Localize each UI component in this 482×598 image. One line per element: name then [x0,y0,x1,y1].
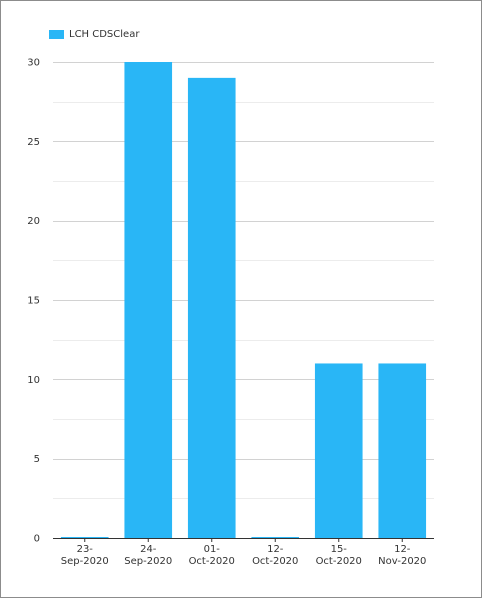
x-tick-label: 01- [204,544,221,555]
x-tick-label: Oct-2020 [189,556,235,567]
y-tick-label: 30 [27,58,40,69]
x-tick-label: 24- [140,544,157,555]
x-tick-label: Sep-2020 [124,556,172,567]
y-tick-label: 25 [27,137,40,148]
legend-label: LCH CDSClear [69,29,140,40]
bar [378,363,427,538]
y-tick-label: 10 [27,375,40,386]
y-tick-label: 5 [34,454,40,465]
x-tick-label: Sep-2020 [61,556,109,567]
y-tick-label: 15 [27,296,40,307]
x-tick-label: Oct-2020 [316,556,362,567]
x-tick-label: 12- [394,544,411,555]
bar [60,537,109,538]
bar [187,77,236,538]
legend[interactable]: LCH CDSClear [49,29,139,40]
bar [314,363,363,538]
bar [124,62,173,538]
x-tick-label: Nov-2020 [378,556,426,567]
bar [251,537,300,538]
x-tick-label: Oct-2020 [252,556,298,567]
x-tick-label: 12- [267,544,284,555]
y-tick-label: 20 [27,216,40,227]
x-tick-label: 15- [331,544,348,555]
legend-swatch [49,30,64,39]
x-tick-label: 23- [77,544,94,555]
y-tick-label: 0 [34,534,40,545]
